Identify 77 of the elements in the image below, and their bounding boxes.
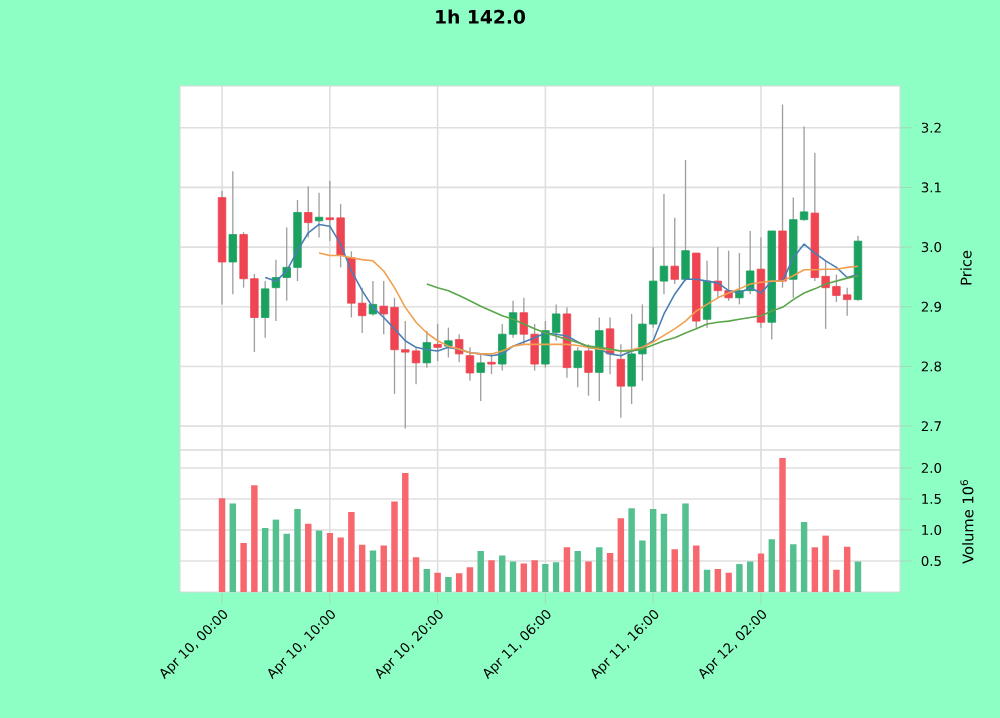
bar [240,542,247,592]
bar [509,561,517,592]
bar [660,513,668,592]
bar [811,547,819,592]
bar [499,555,506,592]
bar [488,560,495,592]
bar [703,569,711,592]
bar [768,539,775,592]
candlestick [584,343,593,397]
bar [251,485,258,592]
bar [682,503,689,592]
bar [358,544,366,592]
bar [649,508,657,592]
bar [725,572,732,592]
bar [391,501,398,592]
bar [854,561,862,592]
candlestick [455,333,464,363]
bar [843,546,851,592]
bar [617,518,625,592]
candlestick [476,353,485,402]
bar [466,567,474,592]
candlestick [616,343,626,419]
candlestick [595,316,604,402]
bar [412,557,420,592]
candlestick [444,326,453,359]
bar [800,521,808,592]
bar [261,528,269,592]
bar [714,569,722,592]
chart-title: 1h 142.0 [436,9,526,24]
bar [736,564,743,592]
bar [552,562,560,592]
bar [326,533,334,592]
bar [585,561,592,592]
bar [423,569,431,592]
bar [639,540,646,592]
candlestick [681,159,690,282]
bar [380,545,387,592]
bar [520,563,528,592]
candlestick [702,260,712,329]
candlestick [228,170,237,295]
bar [606,552,614,592]
bar [477,551,484,592]
bar [671,549,678,592]
candlestick [433,323,442,362]
bar [445,577,452,592]
bar [283,533,290,592]
bar [628,508,635,592]
bar [305,523,312,592]
bar [822,535,829,592]
bar [455,573,463,592]
bar [779,458,786,592]
bar [746,561,754,592]
bar [757,553,765,592]
bar [563,547,571,592]
bar [294,508,301,592]
candlestick [260,280,270,339]
bar [229,503,237,592]
bar [218,498,226,592]
bar [596,547,603,592]
bar [315,530,323,592]
candlestick [670,217,679,285]
bar [402,472,409,592]
bar [542,564,549,592]
candlestick [573,346,582,388]
bar [337,537,344,592]
bar [348,511,355,592]
bar [434,572,441,592]
candlestick [465,346,475,382]
bar [790,544,797,592]
bar [574,551,581,592]
candlestick [304,185,313,239]
bar [272,519,280,592]
bar [531,560,538,592]
bar [693,545,700,592]
candlestick [422,329,432,369]
bar [833,569,840,592]
bar [369,550,377,592]
